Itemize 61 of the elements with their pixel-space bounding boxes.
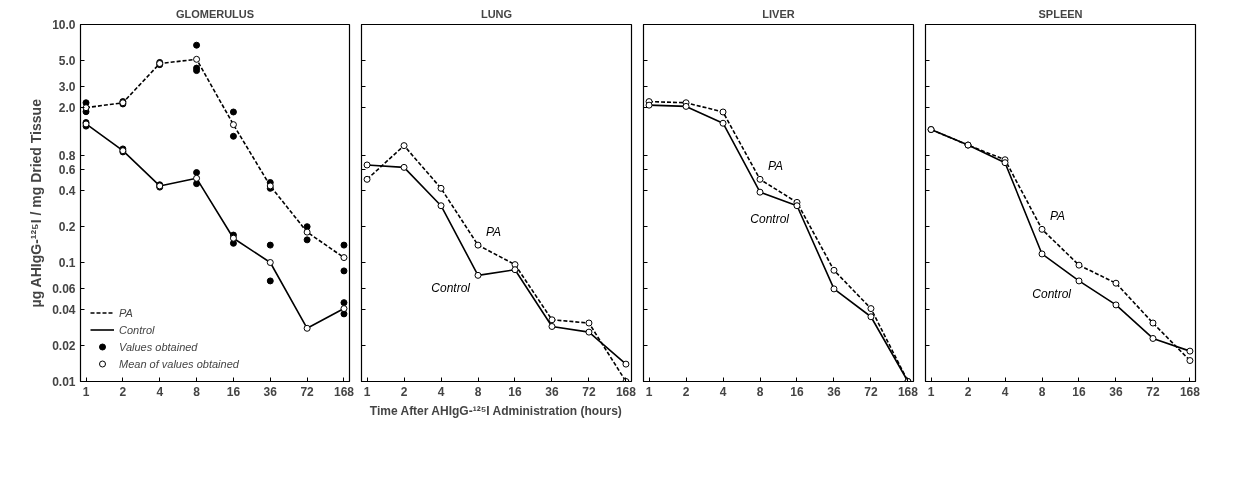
x-tick-label: 4 [156, 384, 164, 399]
x-tick-label: 36 [263, 384, 278, 399]
x-tick-label: 4 [1001, 384, 1009, 399]
x-tick-label: 4 [719, 384, 727, 399]
x-tick-label: 36 [545, 384, 559, 399]
y-tick-label: 5.0 [58, 53, 76, 68]
x-tick-label: 72 [864, 384, 878, 399]
x-tick-label: 2 [964, 384, 972, 399]
x-tick-label: 1 [363, 384, 371, 399]
y-tick-label: 0.01 [52, 375, 76, 389]
x-tick-label: 36 [827, 384, 841, 399]
x-tick-label: 2 [400, 384, 408, 399]
x-tick-label: 16 [508, 384, 522, 399]
legend-label: Values obtained [119, 339, 198, 354]
y-tick-label: 0.6 [58, 163, 76, 178]
x-tick-label: 72 [300, 384, 315, 399]
annotation: Control [1032, 286, 1072, 301]
x-tick-label: 168 [333, 384, 355, 399]
y-tick-label: 0.02 [52, 339, 76, 354]
y-tick-label: 0.8 [58, 148, 76, 163]
x-tick-label: 72 [582, 384, 596, 399]
y-tick-label: 3.0 [58, 80, 76, 95]
chart-title: SPLEEN [1038, 7, 1083, 20]
x-tick-label: 8 [1038, 384, 1046, 399]
y-tick-label: 10.0 [52, 18, 76, 32]
x-tick-label: 1 [82, 384, 90, 399]
x-tick-label: 36 [1109, 384, 1123, 399]
x-tick-label: 8 [474, 384, 482, 399]
x-tick-label: 16 [226, 384, 241, 399]
x-tick-label: 168 [1179, 384, 1201, 399]
chart-title: GLOMERULUS [175, 7, 255, 20]
y-axis-title: µg AHIgG-¹²⁵I / mg Dried Tissue [28, 98, 45, 308]
y-tick-label: 0.1 [58, 256, 76, 270]
y-tick-label: 0.2 [58, 220, 76, 235]
annotation: PA [768, 159, 784, 174]
y-tick-label: 2.0 [58, 101, 76, 116]
x-tick-label: 8 [193, 384, 201, 399]
chart-title: LUNG [480, 7, 513, 20]
x-tick-label: 4 [437, 384, 445, 399]
x-tick-label: 72 [1146, 384, 1160, 399]
y-tick-label: 0.4 [58, 184, 76, 199]
x-tick-label: 8 [756, 384, 764, 399]
legend-label: Mean of values obtained [119, 356, 239, 371]
legend-label: Control [119, 322, 155, 337]
x-tick-label: 16 [1072, 384, 1086, 399]
x-tick-label: 168 [615, 384, 637, 399]
x-tick-label: 2 [682, 384, 690, 399]
x-tick-label: 1 [645, 384, 653, 399]
x-axis-title: Time After AHIgG-¹²⁵I Administration (hours) [369, 403, 622, 418]
annotation: PA [486, 225, 502, 240]
y-tick-label: 0.04 [52, 303, 76, 318]
annotation: Control [750, 211, 790, 226]
x-tick-label: 2 [119, 384, 127, 399]
annotation: PA [1050, 209, 1066, 224]
legend-label: PA [119, 305, 134, 320]
chart-title: LIVER [762, 7, 795, 20]
x-tick-label: 1 [927, 384, 935, 399]
x-tick-label: 16 [790, 384, 804, 399]
x-tick-label: 168 [897, 384, 919, 399]
y-tick-label: 0.06 [52, 282, 76, 297]
annotation: Control [431, 281, 471, 296]
